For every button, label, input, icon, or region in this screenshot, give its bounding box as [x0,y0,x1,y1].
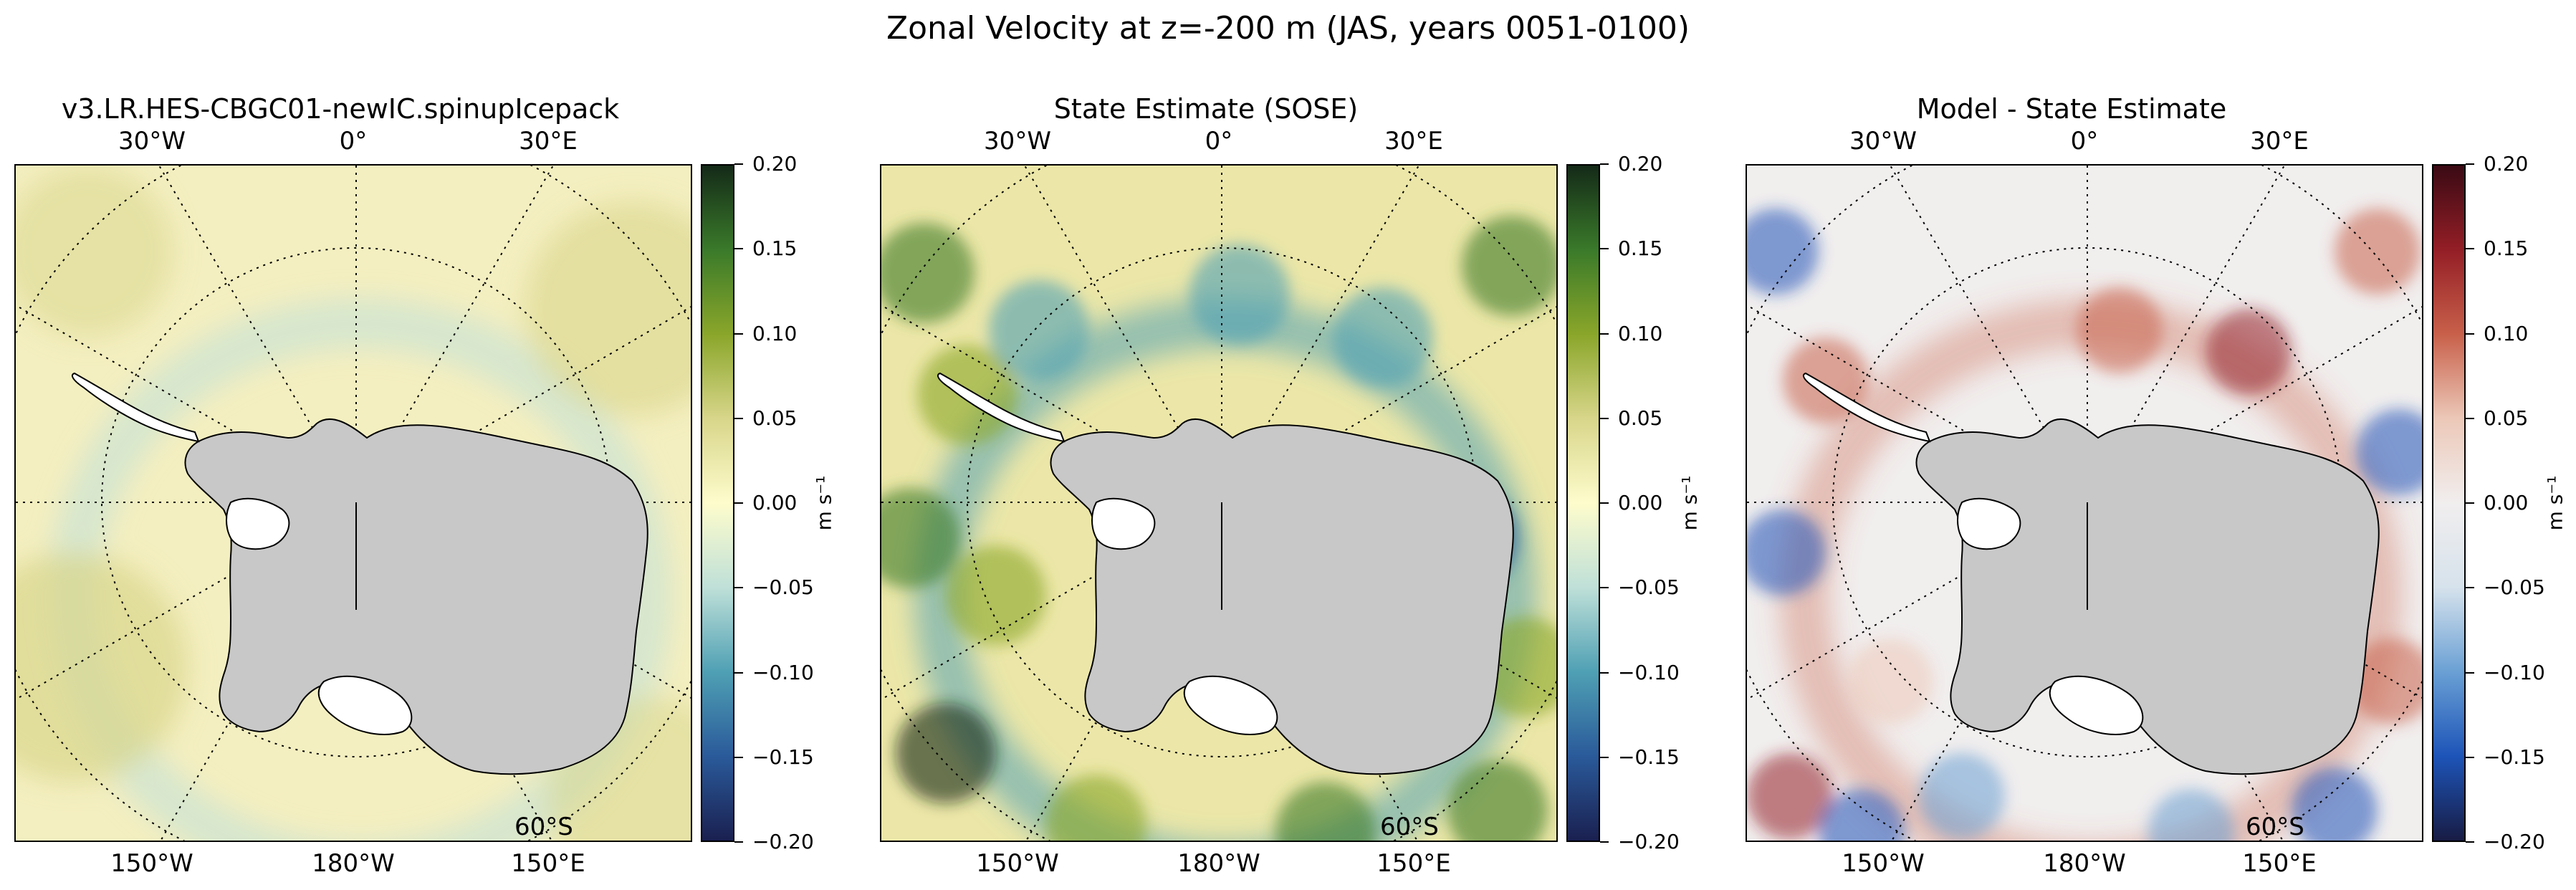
colorbar-tick-label: 0.10 [752,321,798,345]
figure-title: Zonal Velocity at z=-200 m (JAS, years 0… [886,10,1690,47]
longitude-label-bottom: 150°E [1376,849,1451,878]
longitude-label-top: 30°E [1384,127,1443,155]
colorbar-tick [2466,756,2474,758]
panel-title: v3.LR.HES-CBGC01-newIC.spinupIcepack [61,93,620,125]
longitude-label-top: 0° [2070,127,2099,155]
colorbar-tick-label: −0.05 [752,575,814,600]
longitude-label-top: 30°E [2250,127,2309,155]
colorbar-tick [734,671,743,674]
colorbar [701,164,734,842]
colorbar-tick-label: 0.20 [2484,152,2529,176]
longitude-label-bottom: 150°E [2242,849,2317,878]
panel-title: State Estimate (SOSE) [1053,93,1359,125]
map-panel: State Estimate (SOSE) 30°W 0° 30°E 60°S 150°W… [866,0,1725,890]
antarctica-landmass [184,418,648,775]
longitude-label-bottom: 180°W [2043,849,2126,878]
polar-stereographic-map [880,164,1558,842]
colorbar-tick-label: 0.10 [2484,321,2529,345]
colorbar-tick [2466,417,2474,419]
map-panel: v3.LR.HES-CBGC01-newIC.spinupIcepack 30°W… [0,0,860,890]
colorbar-tick-label: 0.00 [1618,491,1663,515]
colorbar-tick [2466,163,2474,165]
longitude-label-top: 30°E [519,127,578,155]
colorbar-tick-label: 0.10 [1618,321,1663,345]
polar-stereographic-map [1746,164,2423,842]
colorbar-unit-label: m s⁻¹ [2543,475,2567,531]
colorbar-tick [734,163,743,165]
colorbar-tick [734,417,743,419]
colorbar-tick-label: −0.10 [752,660,814,684]
colorbar-tick [2466,671,2474,674]
colorbar-tick-label: 0.15 [2484,236,2529,261]
colorbar-tick [2466,502,2474,504]
longitude-label-bottom: 150°W [1842,849,1925,878]
colorbar-tick [1600,587,1609,589]
colorbar-tick-label: 0.00 [752,491,798,515]
colorbar-tick [1600,163,1609,165]
longitude-label-top: 0° [1205,127,1233,155]
colorbar-tick [2466,248,2474,250]
colorbar-tick-label: −0.10 [2484,660,2545,684]
colorbar-tick [734,841,743,843]
colorbar-tick-label: −0.20 [2484,830,2545,853]
colorbar-tick-label: 0.15 [752,236,798,261]
colorbar-tick-label: −0.15 [1618,745,1680,769]
latitude-label: 60°S [1380,813,1439,841]
colorbar-tick-label: 0.05 [1618,406,1663,430]
colorbar-tick-label: −0.15 [2484,745,2545,769]
colorbar-tick-label: −0.20 [1618,830,1680,853]
colorbar [2432,164,2466,842]
longitude-label-top: 30°W [118,127,186,155]
colorbar-tick [1600,841,1609,843]
latitude-label: 60°S [2246,813,2304,841]
colorbar-tick-label: 0.20 [1618,152,1663,176]
colorbar [1566,164,1600,842]
colorbar-tick-label: 0.05 [2484,406,2529,430]
panel-title: Model - State Estimate [1916,93,2227,125]
colorbar-tick [1600,671,1609,674]
colorbar-tick [1600,756,1609,758]
colorbar-tick-label: 0.20 [752,152,798,176]
colorbar-tick [734,587,743,589]
colorbar-tick [734,248,743,250]
polar-stereographic-map [14,164,692,842]
longitude-label-top: 30°W [984,127,1051,155]
colorbar-tick [734,756,743,758]
colorbar-tick [734,502,743,504]
antarctica-landmass [1050,418,1514,775]
colorbar-tick-label: −0.05 [2484,575,2545,600]
map-panel: Model - State Estimate 30°W 0° 30°E 60°S 150°… [1731,0,2576,890]
latitude-label: 60°S [514,813,573,841]
longitude-label-bottom: 150°W [976,849,1059,878]
colorbar-tick-label: 0.15 [1618,236,1663,261]
colorbar-tick [1600,417,1609,419]
colorbar-tick [1600,332,1609,335]
colorbar-unit-label: m s⁻¹ [812,475,836,531]
longitude-label-top: 30°W [1849,127,1917,155]
colorbar-tick-label: −0.15 [752,745,814,769]
colorbar-tick [1600,502,1609,504]
colorbar-tick [1600,248,1609,250]
antarctica-landmass [1915,418,2380,775]
colorbar-tick [2466,587,2474,589]
colorbar-tick-label: 0.00 [2484,491,2529,515]
longitude-label-top: 0° [339,127,368,155]
colorbar-tick-label: 0.05 [752,406,798,430]
longitude-label-bottom: 180°W [312,849,395,878]
colorbar-tick-label: −0.05 [1618,575,1680,600]
colorbar-tick [2466,332,2474,335]
colorbar-tick-label: −0.10 [1618,660,1680,684]
longitude-label-bottom: 150°E [511,849,585,878]
longitude-label-bottom: 180°W [1177,849,1260,878]
longitude-label-bottom: 150°W [110,849,193,878]
colorbar-tick [734,332,743,335]
colorbar-unit-label: m s⁻¹ [1677,475,1702,531]
colorbar-tick-label: −0.20 [752,830,814,853]
colorbar-tick [2466,841,2474,843]
